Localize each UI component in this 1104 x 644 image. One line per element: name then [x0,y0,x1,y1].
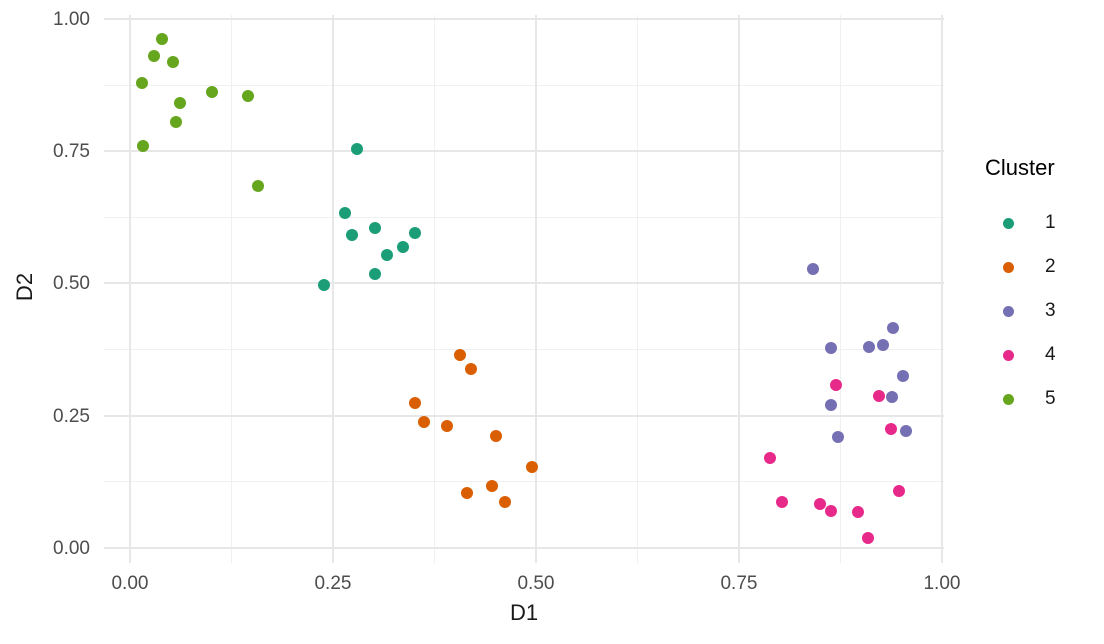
data-point-cluster-5 [205,86,218,99]
y-tick-label: 1.00 [53,9,90,31]
legend-rows: 1 2 3 4 5 [985,201,1056,421]
major-gridline-vertical [940,15,943,563]
major-gridline-vertical [331,15,334,563]
legend-key-dot [1003,393,1014,405]
data-point-cluster-4 [824,504,837,517]
data-point-cluster-4 [862,531,875,544]
minor-gridline-horizontal [104,216,944,218]
data-point-cluster-5 [252,180,265,193]
data-point-cluster-1 [369,267,382,280]
data-point-cluster-2 [408,397,421,410]
data-point-cluster-4 [763,452,776,465]
data-point-cluster-5 [174,97,187,110]
legend-item-cluster-2: 2 [985,245,1056,289]
major-gridline-horizontal [104,150,944,153]
data-point-cluster-3 [885,391,898,404]
data-point-cluster-5 [148,50,161,63]
data-point-cluster-3 [824,399,837,412]
y-tick-label: 0.00 [53,537,90,559]
data-point-cluster-2 [490,429,503,442]
minor-gridline-horizontal [104,481,944,483]
data-point-cluster-5 [167,55,180,68]
major-gridline-horizontal [104,18,944,21]
data-point-cluster-5 [136,77,149,90]
legend-key-dot [1003,305,1014,317]
legend-key-dot [1003,349,1014,361]
data-point-cluster-3 [832,430,845,443]
data-point-cluster-1 [351,143,364,156]
legend-item-cluster-5: 5 [985,377,1056,421]
legend: Cluster 1 2 3 4 5 [985,155,1056,421]
data-point-cluster-5 [155,33,168,46]
y-tick-label: 0.75 [53,141,90,163]
data-point-cluster-2 [440,419,453,432]
major-gridline-vertical [737,15,740,563]
x-tick-label: 1.00 [923,573,961,594]
y-tick-label: 0.25 [53,405,90,427]
y-axis-title: D2 [12,272,37,302]
data-point-cluster-2 [486,480,499,493]
minor-gridline-vertical [636,15,638,563]
data-point-cluster-5 [136,139,149,152]
data-point-cluster-2 [525,461,538,474]
legend-item-label: 2 [1045,256,1056,277]
legend-key-dot [1003,261,1014,273]
minor-gridline-vertical [230,15,232,563]
data-point-cluster-4 [884,422,897,435]
data-point-cluster-1 [339,207,352,220]
data-point-cluster-1 [380,248,393,261]
major-gridline-horizontal [104,282,944,285]
y-tick-label: 0.50 [53,273,90,295]
data-point-cluster-1 [345,228,358,241]
x-tick-label: 0.75 [720,573,758,594]
x-tick-label: 0.50 [517,573,555,594]
data-point-cluster-2 [417,416,430,429]
data-point-cluster-4 [892,484,905,497]
minor-gridline-vertical [839,15,841,563]
major-gridline-horizontal [104,546,944,549]
x-axis-title: D1 [509,600,539,625]
legend-item-label: 1 [1045,212,1056,233]
legend-title: Cluster [985,155,1055,180]
data-point-cluster-3 [824,342,837,355]
legend-item-cluster-4: 4 [985,333,1056,377]
data-point-cluster-3 [806,263,819,276]
major-gridline-horizontal [104,414,944,417]
data-point-cluster-2 [465,363,478,376]
data-point-cluster-1 [318,279,331,292]
data-point-cluster-1 [396,241,409,253]
data-point-cluster-4 [829,379,842,392]
data-point-cluster-3 [887,321,900,334]
data-point-cluster-5 [170,116,183,129]
minor-gridline-horizontal [104,84,944,86]
data-point-cluster-2 [460,486,473,499]
legend-item-cluster-1: 1 [985,201,1056,245]
data-point-cluster-2 [499,495,512,508]
data-point-cluster-3 [896,370,909,383]
data-point-cluster-5 [241,90,254,103]
data-point-cluster-3 [876,338,889,351]
data-point-cluster-3 [900,425,913,438]
major-gridline-vertical [534,15,537,563]
x-tick-label: 0.00 [111,573,149,594]
minor-gridline-horizontal [104,349,944,351]
legend-item-cluster-3: 3 [985,289,1056,333]
data-point-cluster-3 [862,340,875,353]
data-point-cluster-4 [814,498,827,511]
data-point-cluster-4 [852,506,865,518]
legend-item-label: 5 [1045,388,1056,409]
data-point-cluster-1 [369,221,382,234]
legend-item-label: 4 [1045,344,1056,365]
legend-key-dot [1003,217,1014,229]
legend-item-label: 3 [1045,300,1056,321]
data-point-cluster-1 [408,227,421,240]
x-tick-label: 0.25 [314,573,352,594]
data-point-cluster-2 [453,348,466,361]
major-gridline-vertical [128,15,131,563]
plot-panel [104,15,944,563]
data-point-cluster-4 [776,495,788,508]
data-point-cluster-4 [872,390,885,403]
minor-gridline-vertical [433,15,435,563]
